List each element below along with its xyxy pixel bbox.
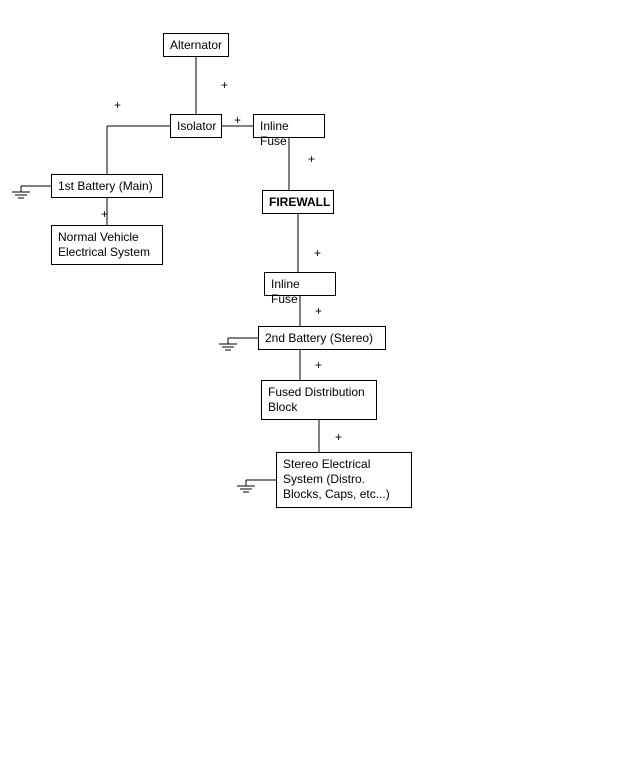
node-inline-fuse-1: Inline Fuse [253,114,325,138]
plus-mark: + [221,78,228,92]
plus-mark: + [234,113,241,127]
node-stereo-system: Stereo Electrical System (Distro. Blocks… [276,452,412,508]
node-inline-fuse-2: Inline Fuse [264,272,336,296]
node-fused-dist-block: Fused Distribution Block [261,380,377,420]
node-normal-vehicle-es: Normal Vehicle Electrical System [51,225,163,265]
node-alternator: Alternator [163,33,229,57]
plus-mark: + [335,430,342,444]
node-firewall: FIREWALL [262,190,334,214]
plus-mark: + [315,358,322,372]
plus-mark: + [315,304,322,318]
node-battery-1: 1st Battery (Main) [51,174,163,198]
plus-mark: + [314,246,321,260]
plus-mark: + [114,98,121,112]
node-isolator: Isolator [170,114,222,138]
plus-mark: + [308,152,315,166]
plus-mark: + [101,207,108,221]
node-battery-2: 2nd Battery (Stereo) [258,326,386,350]
